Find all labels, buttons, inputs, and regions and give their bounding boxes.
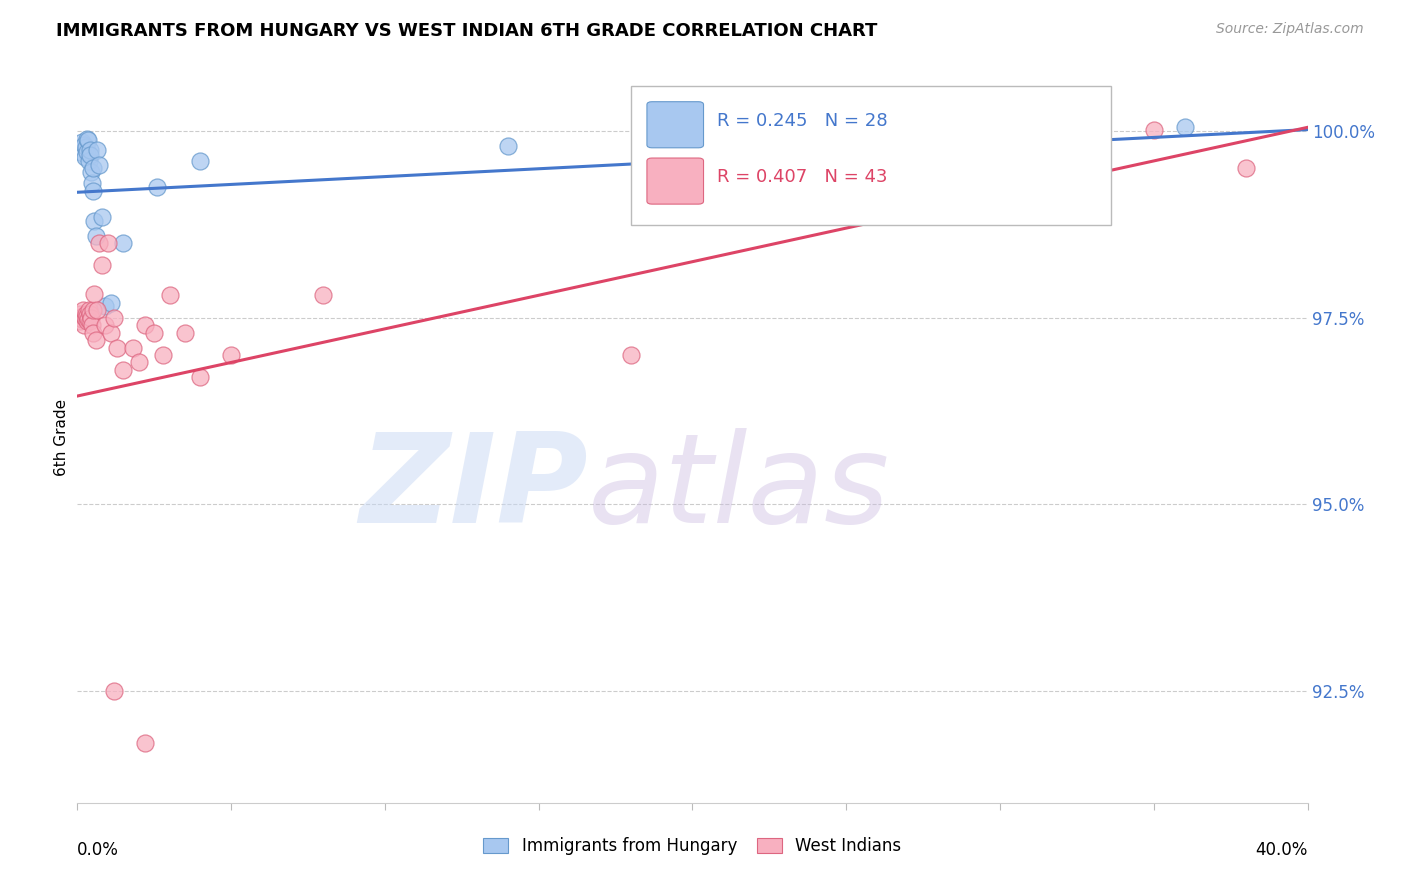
Point	[70, 312, 93, 326]
Point	[94, 300, 117, 314]
Text: atlas: atlas	[588, 428, 890, 549]
Point	[77, 312, 100, 326]
Point	[73, 150, 96, 164]
Point	[79, 148, 101, 162]
Point	[174, 326, 197, 340]
Point	[100, 295, 122, 310]
Point	[219, 348, 242, 362]
Point	[79, 307, 101, 321]
Point	[79, 143, 101, 157]
Text: Source: ZipAtlas.com: Source: ZipAtlas.com	[1216, 22, 1364, 37]
Point	[86, 143, 108, 157]
Point	[72, 309, 94, 323]
Point	[134, 318, 156, 332]
Point	[72, 303, 94, 318]
FancyBboxPatch shape	[647, 102, 703, 148]
Point	[80, 165, 103, 179]
Point	[90, 259, 114, 273]
Point	[1174, 120, 1197, 135]
Point	[73, 310, 96, 325]
Point	[146, 180, 169, 194]
Point	[103, 683, 125, 698]
Point	[76, 314, 98, 328]
Point	[76, 145, 98, 159]
Text: R = 0.407   N = 43: R = 0.407 N = 43	[717, 169, 887, 186]
FancyBboxPatch shape	[647, 158, 703, 204]
Point	[83, 286, 105, 301]
Point	[82, 318, 104, 332]
Point	[496, 139, 519, 153]
Point	[86, 303, 108, 318]
Point	[143, 326, 166, 340]
Point	[83, 213, 105, 227]
Point	[82, 326, 104, 340]
Point	[620, 348, 643, 362]
Point	[75, 307, 97, 321]
Point	[69, 307, 91, 321]
Point	[69, 314, 91, 328]
Point	[82, 303, 104, 318]
Point	[1143, 122, 1166, 136]
Point	[128, 355, 150, 369]
Text: ZIP: ZIP	[359, 428, 588, 549]
Point	[190, 153, 212, 168]
Point	[84, 228, 107, 243]
Point	[312, 288, 335, 302]
Point	[90, 210, 114, 224]
Text: 0.0%: 0.0%	[77, 841, 120, 859]
Point	[134, 736, 156, 750]
Point	[1234, 161, 1257, 176]
Point	[100, 326, 122, 340]
Point	[159, 288, 181, 302]
Point	[77, 133, 100, 147]
Point	[82, 177, 104, 191]
Point	[76, 309, 98, 323]
Point	[82, 161, 104, 176]
Point	[72, 146, 94, 161]
Point	[73, 318, 96, 332]
Point	[75, 140, 97, 154]
Point	[79, 314, 101, 328]
Point	[105, 341, 128, 355]
Text: 40.0%: 40.0%	[1256, 841, 1308, 859]
Point	[76, 131, 98, 145]
Point	[87, 235, 110, 250]
Point	[77, 153, 100, 168]
Point	[121, 341, 143, 355]
Point	[112, 363, 135, 377]
Point	[112, 235, 135, 250]
Point	[152, 348, 174, 362]
Point	[73, 137, 96, 152]
FancyBboxPatch shape	[631, 86, 1111, 225]
Y-axis label: 6th Grade: 6th Grade	[53, 399, 69, 475]
Point	[87, 158, 110, 172]
Text: IMMIGRANTS FROM HUNGARY VS WEST INDIAN 6TH GRADE CORRELATION CHART: IMMIGRANTS FROM HUNGARY VS WEST INDIAN 6…	[56, 22, 877, 40]
Point	[912, 161, 935, 176]
Point	[94, 318, 117, 332]
Legend: Immigrants from Hungary, West Indians: Immigrants from Hungary, West Indians	[477, 830, 908, 862]
Point	[77, 303, 100, 318]
Point	[70, 310, 93, 325]
Text: R = 0.245   N = 28: R = 0.245 N = 28	[717, 112, 887, 130]
Point	[82, 184, 104, 198]
Point	[70, 135, 93, 149]
Point	[190, 370, 212, 384]
Point	[84, 333, 107, 347]
Point	[80, 310, 103, 325]
Point	[103, 310, 125, 325]
Point	[97, 235, 120, 250]
